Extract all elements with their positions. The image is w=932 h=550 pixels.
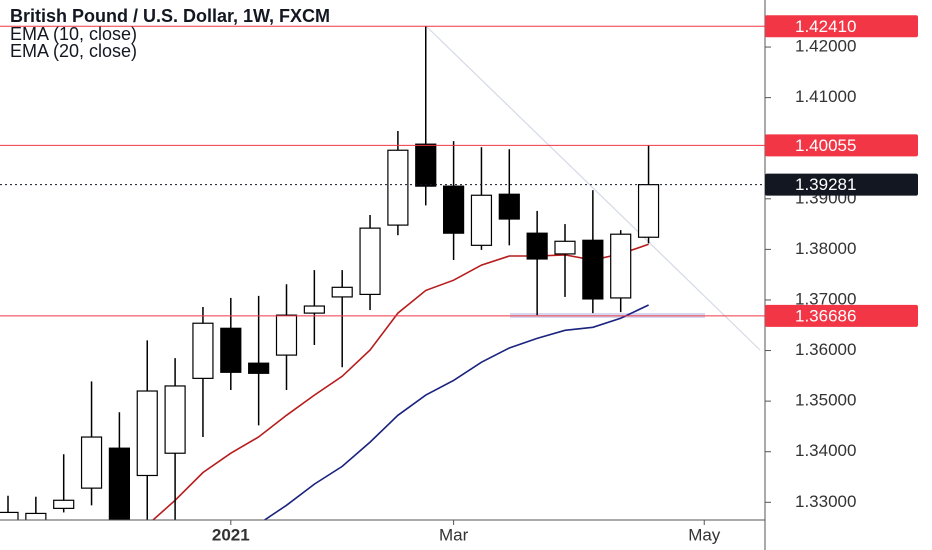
price-label-box xyxy=(765,304,918,327)
candle-body xyxy=(554,240,576,255)
chart-title: British Pound / U.S. Dollar, 1W, FXCM xyxy=(10,6,330,26)
candle-body xyxy=(526,232,548,260)
price-label: 1.36686 xyxy=(795,306,856,325)
legend-entry: EMA (10, close) xyxy=(10,24,137,44)
legend-entry: EMA (20, close) xyxy=(10,41,137,61)
y-tick-label: 1.33000 xyxy=(795,492,856,511)
candle-body xyxy=(610,233,632,299)
x-tick-label: 2021 xyxy=(212,525,250,544)
candle-body xyxy=(248,362,270,374)
candle-body xyxy=(359,227,381,295)
price-label-box xyxy=(765,173,918,196)
candle-body xyxy=(387,149,409,226)
plot-area xyxy=(0,25,761,520)
price-label-box xyxy=(765,134,918,157)
candle-body xyxy=(164,385,186,454)
y-tick-label: 1.35000 xyxy=(795,391,856,410)
y-tick-label: 1.34000 xyxy=(795,441,856,460)
candle-body xyxy=(136,390,158,477)
price-label: 1.42410 xyxy=(795,17,856,36)
y-tick-label: 1.36000 xyxy=(795,340,856,359)
y-tick-label: 1.42000 xyxy=(795,37,856,56)
candle-body xyxy=(220,327,242,373)
price-label-box xyxy=(765,15,918,38)
candle-body xyxy=(192,322,214,379)
y-tick-label: 1.38000 xyxy=(795,239,856,258)
y-tick-label: 1.37000 xyxy=(795,289,856,308)
x-tick-label: Mar xyxy=(439,525,469,544)
candle-body xyxy=(582,239,604,300)
candle-body xyxy=(25,512,47,520)
candle-body xyxy=(331,286,353,298)
x-tick-label: May xyxy=(688,525,721,544)
price-label: 1.40055 xyxy=(795,136,856,155)
candle-body xyxy=(470,194,493,246)
candle-body xyxy=(637,184,660,238)
candle-body xyxy=(0,511,19,520)
candle-body xyxy=(443,185,465,234)
candle-body xyxy=(53,499,75,509)
candle-body xyxy=(498,193,520,220)
trend-line xyxy=(425,25,761,351)
candle-body xyxy=(415,143,437,187)
price-label: 1.39281 xyxy=(795,175,856,194)
candle-body xyxy=(275,314,298,356)
candle-body xyxy=(80,436,103,489)
y-tick-label: 1.41000 xyxy=(795,87,856,106)
candle-body xyxy=(303,305,325,314)
candle-body xyxy=(108,447,131,520)
ema-line xyxy=(263,304,649,520)
